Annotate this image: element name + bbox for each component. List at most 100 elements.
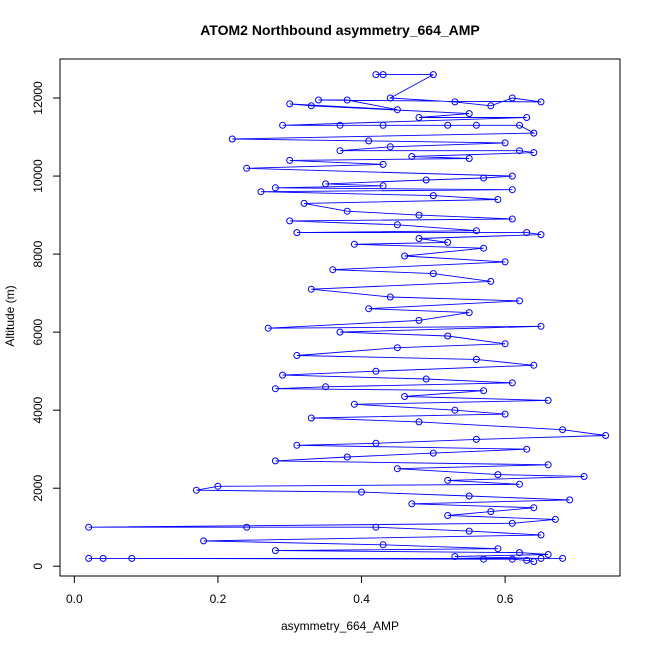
data-point [516,549,523,557]
data-point [465,309,473,317]
data-point [279,371,287,379]
data-point [544,551,552,558]
data-point [523,114,531,121]
data-point [516,297,523,305]
data-point [393,344,401,352]
data-point [508,172,516,180]
data-point [465,527,473,535]
data-point [264,324,272,332]
data-point [415,316,423,324]
data-point [300,199,308,207]
data-point [415,211,423,219]
chart-title: ATOM2 Northbound asymmetry_664_AMP [200,22,480,38]
data-point [472,227,480,235]
data-point [408,500,416,508]
data-point [372,71,380,79]
x-tick-label: 0.6 [497,592,514,606]
data-point [580,473,588,480]
data-point [480,174,488,182]
data-point [523,556,531,564]
data-point [415,235,423,242]
data-point [228,135,236,143]
data-point [372,367,380,375]
data-point [322,383,330,391]
data-point [472,121,480,129]
data-point [307,102,315,110]
data-point [343,453,351,461]
x-tick-label: 0.0 [66,592,83,606]
data-point [99,554,107,562]
data-point [128,554,136,562]
data-point [415,114,423,121]
data-point [386,143,394,151]
data-point [523,445,531,453]
data-point [494,471,502,479]
data-point [243,164,251,172]
data-point [451,553,459,560]
y-tick-label: 6000 [31,318,45,345]
data-point [365,137,373,145]
data-point [365,305,373,313]
data-point [293,441,301,449]
data-point [451,406,459,414]
data-point [379,541,387,549]
data-point [379,71,387,79]
data-point [480,555,488,563]
data-point [286,217,294,225]
data-point [422,375,430,383]
data-point [307,285,315,293]
data-point [537,554,545,562]
series-layer [85,71,610,566]
data-point [271,457,279,465]
data-point [537,322,545,330]
data-point [444,238,452,246]
data-point [200,537,208,545]
y-tick-label: 8000 [31,240,45,267]
data-point [257,188,265,196]
data-point [544,461,552,469]
data-point [508,379,516,387]
data-point [530,558,538,566]
data-point [544,396,552,404]
data-point [393,106,401,114]
data-point [537,531,545,539]
data-point [501,258,509,266]
x-tick-label: 0.4 [353,592,370,606]
data-point [551,515,559,523]
data-point [494,545,502,553]
data-point [516,480,523,488]
data-point [386,293,394,301]
data-point [501,340,509,348]
data-point [271,547,279,555]
data-point [379,182,387,190]
data-point [408,153,416,160]
x-axis: 0.0 0.2 0.4 0.6 [66,575,514,606]
data-point [451,98,459,106]
data-point [85,554,93,562]
data-point [487,508,495,516]
data-point [429,270,437,278]
data-point [350,240,358,248]
data-point [429,192,437,200]
x-axis-label: asymmetry_664_AMP [281,619,399,633]
data-point [465,110,473,118]
data-point [508,519,516,527]
data-point [530,361,538,369]
data-point [480,387,488,395]
data-point [444,121,452,129]
y-tick-label: 0 [31,563,45,570]
data-point [372,439,380,447]
data-point [192,486,200,494]
data-point [386,94,394,102]
data-point [530,149,538,157]
data-point [444,332,452,340]
data-point [336,328,344,336]
data-point [523,229,531,237]
data-point [372,523,380,531]
data-point [487,102,495,110]
data-point [293,229,301,237]
data-point [494,196,502,203]
data-point [350,400,358,408]
data-point [530,504,538,512]
x-tick-label: 0.2 [210,592,227,606]
